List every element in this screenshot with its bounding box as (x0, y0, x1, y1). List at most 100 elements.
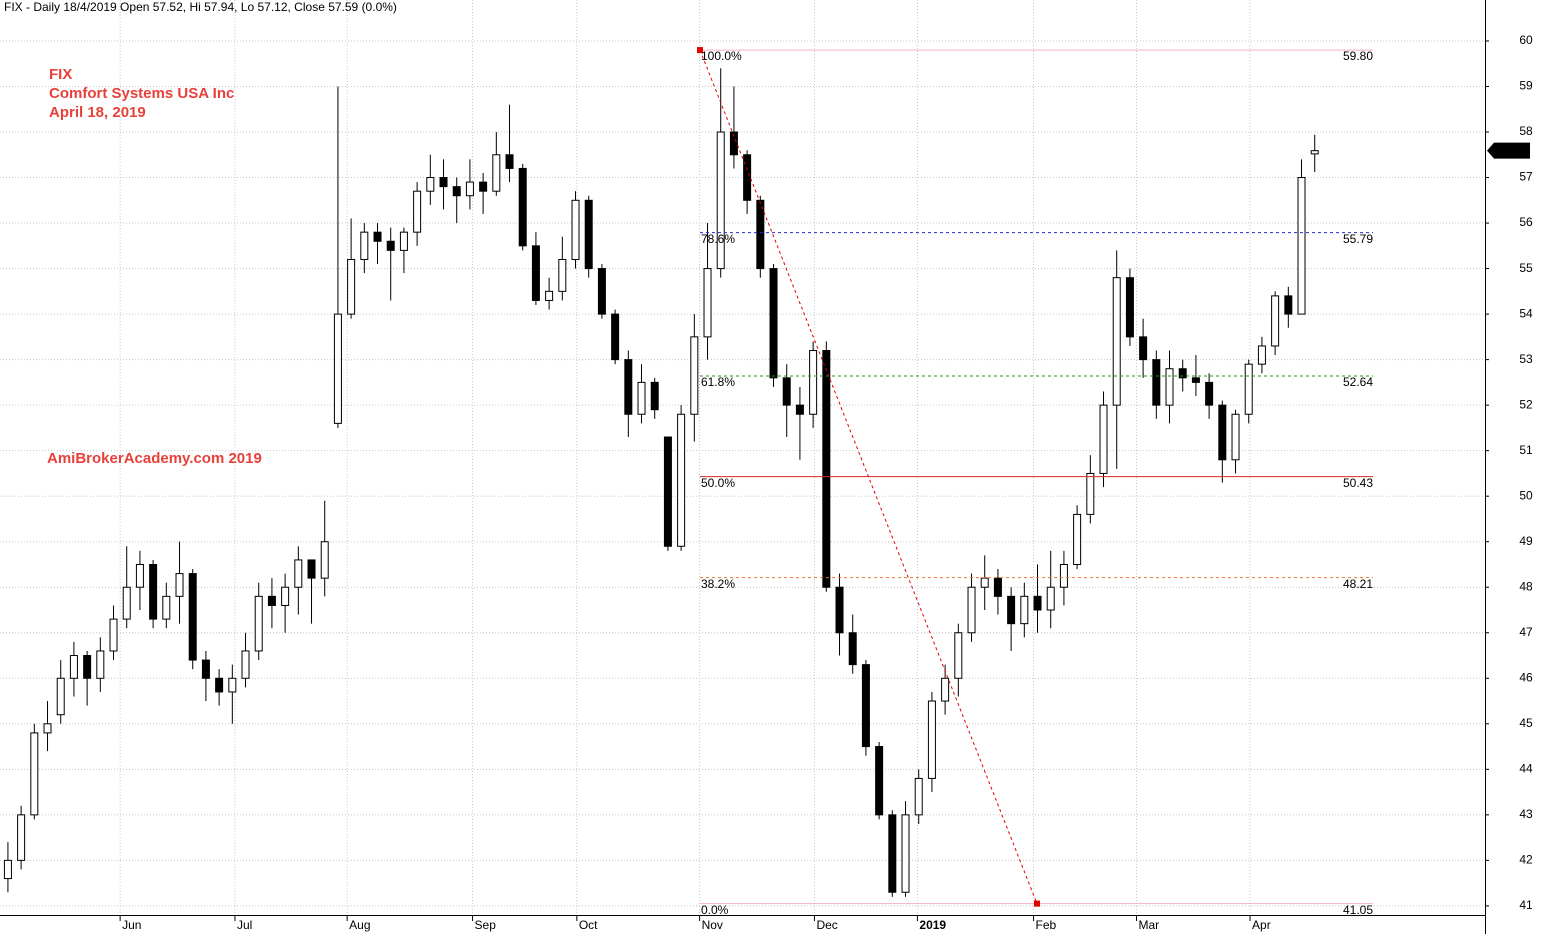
candle-body (333, 313, 342, 424)
candle-body (1244, 363, 1253, 415)
candle-body (149, 563, 158, 620)
candle-body (175, 573, 184, 597)
x-tick-label: Jul (237, 918, 252, 932)
candle-body (809, 350, 818, 415)
candle-body (993, 577, 1002, 597)
annotation: AmiBrokerAcademy.com 2019 (47, 450, 262, 467)
candle-body (1073, 513, 1082, 565)
x-tick-label: Mar (1139, 918, 1160, 932)
candle-body (848, 632, 857, 666)
candle-body (465, 181, 474, 197)
fib-value: 59.80 (1343, 49, 1373, 63)
candle-body (267, 595, 276, 606)
candle-body (228, 677, 237, 693)
y-tick-label: 45 (1519, 716, 1533, 730)
candle-body (954, 632, 963, 679)
fib-label: 61.8% (701, 375, 735, 389)
plot (3, 47, 1373, 907)
y-tick-label: 42 (1519, 853, 1533, 867)
candle-body (1059, 563, 1068, 588)
candle-body (413, 190, 422, 233)
candle-body (637, 381, 646, 415)
candle-body (1218, 404, 1227, 461)
candle-body (1178, 368, 1187, 379)
candle-body (109, 618, 118, 652)
y-tick-label: 53 (1519, 352, 1533, 366)
fib-value: 55.79 (1343, 232, 1373, 246)
y-tick-label: 50 (1519, 488, 1533, 502)
candle-body (96, 650, 105, 679)
y-tick-label: 41 (1519, 898, 1533, 912)
x-tick-label: Nov (702, 918, 723, 932)
x-tick-label: Feb (1036, 918, 1057, 932)
candle-body (1033, 595, 1042, 611)
candle-body (452, 186, 461, 197)
candle-body (769, 268, 778, 379)
y-tick-label: 43 (1519, 807, 1533, 821)
y-tick-label: 56 (1519, 215, 1533, 229)
candle-body (439, 177, 448, 188)
candle-body (743, 154, 752, 201)
candle-body (320, 541, 329, 579)
candle-body (1165, 368, 1174, 406)
candle-body (914, 777, 923, 816)
candle-body (188, 573, 197, 661)
fib-value: 41.05 (1343, 903, 1373, 917)
candle-body (1020, 595, 1029, 625)
x-tick-label: Sep (475, 918, 497, 932)
x-tick-label: Aug (349, 918, 370, 932)
candle-body (584, 199, 593, 270)
candle-body (1007, 595, 1016, 625)
candle-body (307, 559, 316, 579)
fib-label: 38.2% (701, 577, 735, 591)
candle-body (135, 563, 144, 588)
candle-body (69, 655, 78, 679)
candle-body (795, 404, 804, 415)
trend-line (699, 49, 1038, 904)
fib-value: 48.21 (1343, 577, 1373, 591)
candle-body (1284, 295, 1293, 315)
candle-body (835, 586, 844, 634)
candle-body (56, 677, 65, 716)
candle-body (43, 723, 52, 734)
candle-body (373, 231, 382, 242)
y-tick-label: 52 (1519, 397, 1533, 411)
candle-body (492, 154, 501, 192)
candle-body (650, 381, 659, 411)
candle-body (347, 258, 356, 315)
y-tick-label: 59 (1519, 79, 1533, 93)
candle-body (729, 131, 738, 156)
candle-body (941, 677, 950, 702)
candle-body (1152, 359, 1161, 406)
y-tick-label: 58 (1519, 124, 1533, 138)
last-price-label: 57.59 (1497, 143, 1527, 157)
candle-body (663, 436, 672, 547)
candle-body (1231, 413, 1240, 461)
candle-body (756, 199, 765, 270)
x-tick-label: Dec (816, 918, 837, 932)
candle-body (888, 814, 897, 893)
candle-body (558, 258, 567, 292)
fib-value: 50.43 (1343, 476, 1373, 490)
candle-body (967, 586, 976, 634)
grid (0, 0, 1485, 915)
candle-body (611, 313, 620, 361)
candle-body (294, 559, 303, 588)
trend-point (1034, 900, 1040, 907)
candle-body (875, 746, 884, 816)
header: FIX - Daily 18/4/2019 Open 57.52, Hi 57.… (4, 0, 397, 14)
y-tick-label: 57 (1519, 170, 1533, 184)
candle-body (162, 595, 171, 620)
candle-body (254, 595, 263, 652)
candle-body (281, 586, 290, 606)
x-tick-label: 2019 (919, 918, 946, 932)
fib-label: 100.0% (701, 49, 742, 63)
candle-body (545, 290, 554, 301)
candle-body (1046, 586, 1055, 611)
candle-body (901, 814, 910, 893)
candle-body (83, 655, 92, 679)
candle-body (980, 577, 989, 588)
y-tick-label: 46 (1519, 670, 1533, 684)
